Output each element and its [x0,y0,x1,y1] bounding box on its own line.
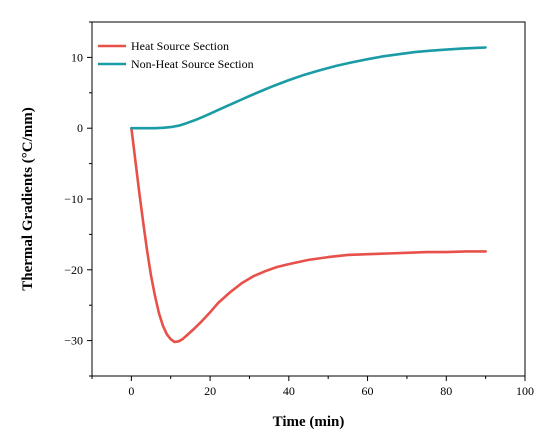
legend: Heat Source Section Non-Heat Source Sect… [98,39,254,71]
x-tick-label: 20 [204,384,216,398]
x-tick-label: 60 [362,384,374,398]
x-tick-label: 0 [128,384,134,398]
x-tick-label: 100 [516,384,534,398]
x-tick-label: 80 [440,384,452,398]
y-tick-label: 0 [77,121,83,135]
series-layer [130,46,487,344]
y-tick-label: −30 [64,334,83,348]
legend-label-non-heat-source: Non-Heat Source Section [131,57,254,71]
y-tick-label: −20 [64,263,83,277]
plot-border [91,21,526,377]
y-tick-label: −10 [64,192,83,206]
series-heat-source-line [130,126,487,344]
x-axis-ticks: 0 20 40 60 80 100 [91,376,534,398]
x-tick-label: 40 [283,384,295,398]
legend-label-heat-source: Heat Source Section [131,39,229,53]
series-non-heat-source-line [130,46,487,130]
y-axis-ticks: 10 0 −10 −20 −30 [64,21,92,377]
x-axis-title: Time (min) [273,414,345,430]
y-tick-label: 10 [71,50,83,64]
plot-frame [91,21,526,377]
y-axis-title: Thermal Gradients (°C/mm) [20,107,36,290]
